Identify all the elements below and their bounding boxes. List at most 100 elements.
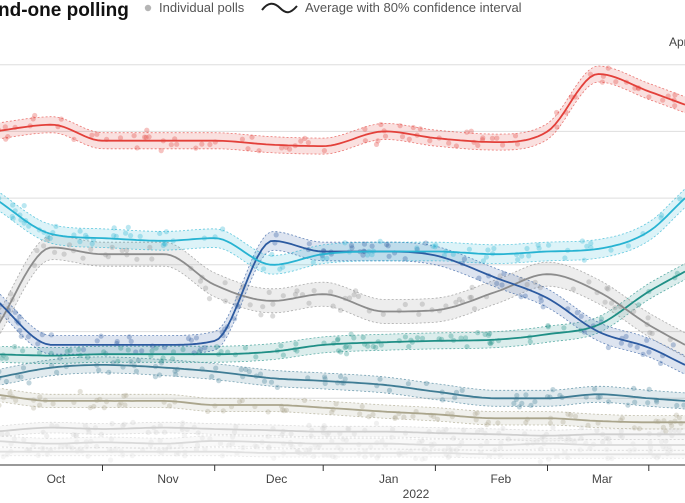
poll-point (342, 344, 348, 351)
poll-point (538, 446, 544, 452)
poll-point (618, 428, 624, 434)
poll-point (338, 447, 344, 453)
poll-point (497, 452, 503, 458)
poll-point (131, 133, 137, 139)
poll-point (419, 456, 425, 462)
poll-point (659, 212, 665, 218)
poll-point (494, 135, 500, 141)
poll-point (322, 374, 328, 380)
poll-point (443, 426, 449, 432)
poll-point (101, 349, 107, 355)
poll-point (532, 279, 538, 285)
x-tick-label: Nov (157, 472, 178, 486)
poll-point (347, 295, 353, 301)
poll-point (564, 438, 570, 444)
poll-point (609, 455, 615, 462)
poll-point (157, 372, 163, 378)
poll-point (54, 369, 60, 375)
poll-point (578, 435, 584, 441)
average-lines (0, 73, 685, 456)
poll-point (537, 459, 543, 465)
poll-point (405, 381, 411, 387)
poll-point (266, 445, 272, 451)
poll-point (47, 235, 53, 241)
confidence-band (0, 231, 685, 375)
poll-point (149, 256, 155, 262)
poll-point (448, 333, 454, 339)
poll-point (359, 403, 365, 410)
poll-point (579, 238, 586, 244)
legend-points-icon (144, 4, 152, 12)
poll-point (663, 446, 669, 452)
poll-point (173, 451, 180, 457)
poll-point (306, 300, 312, 306)
poll-point (213, 365, 219, 371)
poll-point (471, 306, 478, 312)
poll-point (406, 344, 412, 350)
poll-point (128, 338, 134, 344)
poll-point (249, 134, 255, 140)
poll-point (386, 253, 392, 259)
poll-point (369, 243, 375, 249)
poll-point (290, 444, 296, 450)
poll-point (207, 141, 213, 148)
poll-point (0, 196, 2, 201)
poll-point (570, 286, 576, 292)
poll-point (545, 324, 551, 330)
poll-point (76, 346, 82, 353)
poll-point (647, 330, 653, 336)
poll-point (423, 240, 429, 246)
average-line (0, 246, 685, 346)
poll-point (222, 280, 228, 286)
poll-point (474, 410, 480, 416)
poll-point (280, 293, 286, 299)
poll-point (280, 264, 286, 270)
band-upper-edge (0, 387, 685, 416)
poll-point (619, 434, 625, 440)
poll-point (602, 299, 608, 305)
poll-point (500, 425, 506, 432)
poll-point (77, 388, 83, 395)
poll-point (605, 286, 611, 292)
poll-point (623, 333, 629, 340)
poll-point (157, 230, 163, 236)
poll-point (3, 355, 9, 361)
poll-point (20, 348, 26, 354)
poll-point (18, 333, 24, 339)
poll-point (77, 446, 83, 452)
poll-point (163, 229, 169, 235)
poll-point (280, 352, 286, 358)
poll-point (600, 439, 606, 445)
poll-point (476, 275, 482, 281)
poll-point (545, 323, 551, 329)
poll-point (45, 233, 51, 239)
poll-point (142, 134, 148, 140)
poll-point (41, 243, 47, 249)
poll-point (535, 242, 541, 248)
average-line (0, 364, 685, 402)
poll-point (492, 447, 498, 453)
poll-point (343, 343, 349, 350)
poll-point (32, 112, 38, 119)
grid-lines (0, 64, 685, 399)
poll-point (627, 447, 633, 454)
poll-point (170, 349, 177, 355)
band-upper-edge (0, 356, 685, 394)
poll-point (660, 97, 666, 103)
poll-point (203, 285, 209, 291)
poll-point (230, 434, 236, 440)
poll-point (631, 425, 638, 431)
poll-point (7, 390, 13, 396)
poll-point (489, 135, 495, 141)
poll-point (236, 399, 243, 405)
poll-point (252, 443, 258, 449)
poll-point (117, 135, 124, 141)
poll-point (482, 331, 488, 337)
poll-point (519, 253, 525, 259)
poll-point (58, 443, 64, 449)
poll-point (271, 455, 277, 461)
legend-average-label: Average with 80% confidence interval (305, 0, 522, 15)
poll-point (12, 344, 18, 350)
poll-point (527, 339, 533, 345)
header-background (0, 0, 685, 26)
